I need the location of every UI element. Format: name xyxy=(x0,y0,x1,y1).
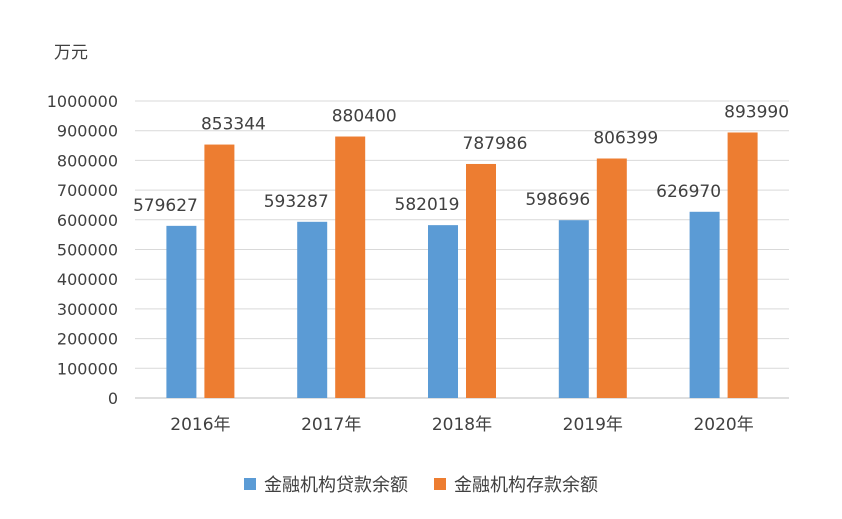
legend-item-loans: 金融机构贷款余额 xyxy=(244,471,408,497)
legend-item-deposits: 金融机构存款余额 xyxy=(434,471,598,497)
bar-loans xyxy=(428,225,458,398)
legend: 金融机构贷款余额 金融机构存款余额 xyxy=(0,470,842,498)
data-label-loans: 579627 xyxy=(133,196,198,216)
bar-deposits xyxy=(204,144,235,398)
y-tick-label: 200000 xyxy=(57,330,118,349)
bar-loans xyxy=(297,221,328,398)
y-tick-label: 500000 xyxy=(57,241,118,260)
bar-deposits xyxy=(727,132,758,398)
bar-loans xyxy=(558,220,589,398)
gridlines xyxy=(135,100,789,399)
y-tick-label: 1000000 xyxy=(47,92,118,111)
y-tick-label: 100000 xyxy=(57,359,118,378)
x-tick-label: 2017年 xyxy=(301,415,361,435)
data-labels: 579627 853344 593287 880400 582019 787986 5986… xyxy=(133,102,789,215)
x-tick-label: 2016年 xyxy=(170,415,230,435)
data-label-deposits: 893990 xyxy=(724,102,789,122)
y-tick-label: 900000 xyxy=(57,122,118,141)
x-tick-label: 2018年 xyxy=(432,415,492,435)
y-tick-label: 0 xyxy=(108,389,118,408)
bars xyxy=(166,132,758,399)
y-tick-label: 600000 xyxy=(57,211,118,230)
data-label-loans: 582019 xyxy=(395,195,460,215)
legend-label-deposits: 金融机构存款余额 xyxy=(454,475,598,496)
data-label-loans: 598696 xyxy=(525,190,590,210)
x-tick-label: 2020年 xyxy=(693,415,753,435)
x-axis-ticks: 2016年 2017年 2018年 2019年 2020年 xyxy=(170,415,753,435)
bar-deposits xyxy=(596,158,627,398)
bar-deposits xyxy=(335,136,366,399)
bar-loans xyxy=(166,225,197,398)
data-label-deposits: 853344 xyxy=(201,115,266,135)
y-tick-label: 800000 xyxy=(57,151,118,170)
legend-swatch-loans xyxy=(244,478,256,490)
data-label-deposits: 806399 xyxy=(593,128,658,148)
y-axis-ticks: 0 100000 200000 300000 400000 500000 600000 700… xyxy=(47,92,118,408)
data-label-loans: 626970 xyxy=(656,182,721,202)
legend-swatch-deposits xyxy=(434,478,446,490)
y-unit-label: 万元 xyxy=(54,43,88,63)
data-label-deposits: 880400 xyxy=(332,107,397,127)
y-tick-label: 700000 xyxy=(57,181,118,200)
bar-deposits xyxy=(466,163,496,398)
y-tick-label: 400000 xyxy=(57,270,118,289)
y-tick-label: 300000 xyxy=(57,300,118,319)
data-label-loans: 593287 xyxy=(264,192,329,212)
bar-loans xyxy=(689,211,720,398)
data-label-deposits: 787986 xyxy=(463,134,528,154)
x-tick-label: 2019年 xyxy=(563,415,623,435)
legend-label-loans: 金融机构贷款余额 xyxy=(264,475,408,496)
